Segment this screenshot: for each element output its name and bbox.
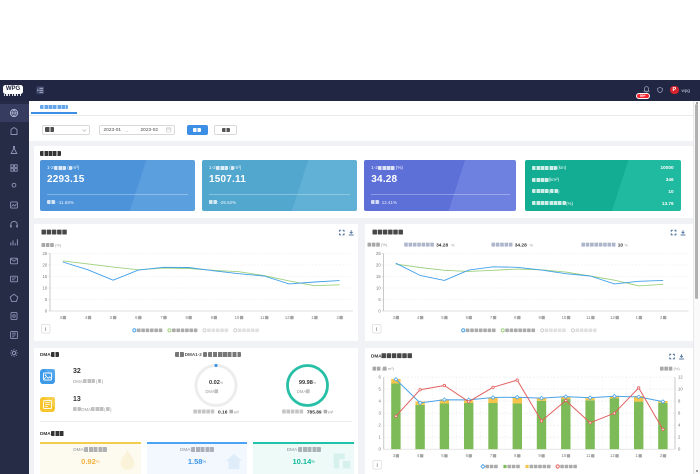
svg-text:20: 20 xyxy=(376,263,381,268)
svg-text:25: 25 xyxy=(43,251,48,256)
svg-text:34.28: 34.28 xyxy=(514,242,526,248)
svg-text:8: 8 xyxy=(514,453,517,458)
svg-text:25: 25 xyxy=(376,251,381,256)
svg-text:1: 1 xyxy=(311,315,314,320)
svg-text:4: 4 xyxy=(678,423,681,428)
svg-text:20: 20 xyxy=(43,263,48,268)
svg-text:10: 10 xyxy=(235,315,240,320)
svg-text:12: 12 xyxy=(610,315,615,320)
svg-text:11: 11 xyxy=(586,315,591,320)
svg-text:1: 1 xyxy=(378,435,381,440)
svg-text:4: 4 xyxy=(85,315,88,320)
svg-text:0: 0 xyxy=(378,309,381,314)
svg-text:0.02%: 0.02% xyxy=(209,380,224,386)
svg-text:2: 2 xyxy=(336,315,339,320)
svg-text:10: 10 xyxy=(43,286,48,291)
svg-text:8: 8 xyxy=(185,315,188,320)
svg-text:4: 4 xyxy=(416,315,419,320)
svg-text:i: i xyxy=(45,327,47,333)
svg-text:%: % xyxy=(450,243,454,247)
svg-text:i: i xyxy=(376,327,378,333)
svg-text:i: i xyxy=(376,463,378,469)
svg-text:6: 6 xyxy=(465,453,468,458)
svg-text:11: 11 xyxy=(586,453,591,458)
svg-text:3: 3 xyxy=(392,315,395,320)
svg-text:9: 9 xyxy=(211,315,214,320)
svg-text:6: 6 xyxy=(678,411,681,416)
svg-text:12: 12 xyxy=(610,453,615,458)
svg-text:34.28: 34.28 xyxy=(436,242,448,248)
svg-text:5: 5 xyxy=(441,453,444,458)
svg-text:3: 3 xyxy=(60,315,63,320)
svg-text:0: 0 xyxy=(45,309,48,314)
svg-text:%: % xyxy=(529,243,533,247)
svg-text:1: 1 xyxy=(635,453,638,458)
svg-text:5: 5 xyxy=(45,297,48,302)
svg-text:99.98%: 99.98% xyxy=(299,380,317,386)
svg-text:15: 15 xyxy=(376,274,381,279)
svg-text:7: 7 xyxy=(489,453,492,458)
svg-text:10: 10 xyxy=(561,315,566,320)
svg-text:4: 4 xyxy=(417,453,420,458)
svg-text:8: 8 xyxy=(678,399,681,404)
svg-text:2: 2 xyxy=(659,453,662,458)
svg-text:1: 1 xyxy=(635,315,638,320)
svg-text:0: 0 xyxy=(378,447,381,452)
svg-text:12: 12 xyxy=(285,315,290,320)
svg-text:3: 3 xyxy=(378,411,381,416)
svg-text:m³: m³ xyxy=(328,409,333,414)
svg-text:7: 7 xyxy=(489,315,492,320)
svg-text:9: 9 xyxy=(538,315,541,320)
svg-text:785.89: 785.89 xyxy=(307,410,322,416)
svg-text:11: 11 xyxy=(260,315,265,320)
svg-text:8: 8 xyxy=(514,315,517,320)
svg-text:0: 0 xyxy=(678,447,681,452)
svg-text:0.16: 0.16 xyxy=(218,410,228,416)
svg-text:6: 6 xyxy=(378,375,381,380)
svg-text:5: 5 xyxy=(378,297,381,302)
svg-text:10: 10 xyxy=(617,242,623,248)
svg-text:5: 5 xyxy=(441,315,444,320)
svg-text:7: 7 xyxy=(160,315,163,320)
svg-text:m³): m³) xyxy=(387,366,394,371)
svg-text:10: 10 xyxy=(561,453,566,458)
svg-text:9: 9 xyxy=(538,453,541,458)
svg-text:10: 10 xyxy=(376,286,381,291)
svg-text:4: 4 xyxy=(378,399,381,404)
svg-text:m³: m³ xyxy=(234,409,239,414)
svg-text:2: 2 xyxy=(678,435,681,440)
svg-text:2: 2 xyxy=(659,315,662,320)
svg-text:(: ( xyxy=(381,366,383,371)
svg-text:3: 3 xyxy=(392,453,395,458)
svg-text:(%): (%) xyxy=(380,242,387,247)
svg-text:6: 6 xyxy=(465,315,468,320)
svg-text:DMA: DMA xyxy=(205,389,215,394)
svg-text:15: 15 xyxy=(43,274,48,279)
svg-text:10: 10 xyxy=(678,387,683,392)
svg-text:DMA: DMA xyxy=(297,389,307,394)
svg-text:%: % xyxy=(624,243,628,247)
svg-text:6: 6 xyxy=(135,315,138,320)
svg-text:DMA: DMA xyxy=(371,354,382,359)
svg-text:(%): (%) xyxy=(55,243,62,248)
svg-text:(%): (%) xyxy=(673,366,680,371)
svg-text:5: 5 xyxy=(110,315,113,320)
svg-text:2: 2 xyxy=(378,423,381,428)
svg-text:5: 5 xyxy=(378,387,381,392)
svg-text:12: 12 xyxy=(678,375,683,380)
